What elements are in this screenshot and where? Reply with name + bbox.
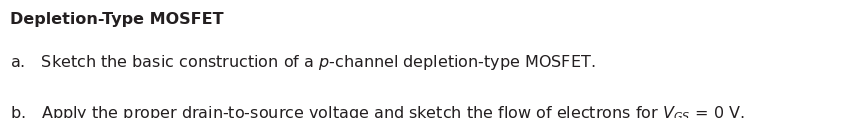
Text: Depletion-Type MOSFET: Depletion-Type MOSFET [10, 12, 224, 27]
Text: b. Apply the proper drain-to-source voltage and sketch the flow of electrons for: b. Apply the proper drain-to-source volt… [10, 104, 745, 118]
Text: a. Sketch the basic construction of a $p$-channel depletion-type MOSFET.: a. Sketch the basic construction of a $p… [10, 53, 596, 72]
